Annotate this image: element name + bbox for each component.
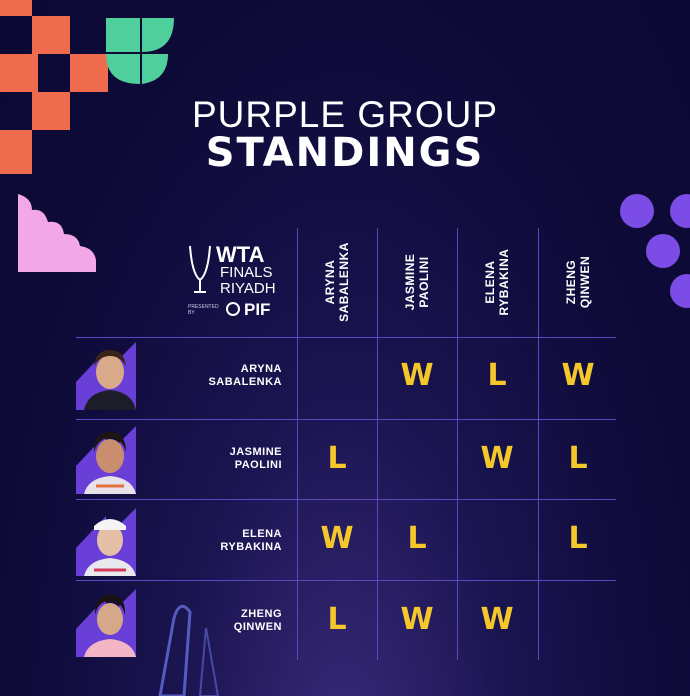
result-cell: W (561, 358, 595, 393)
logo-brand: WTA (216, 242, 265, 267)
result-cell: W (400, 358, 434, 393)
column-header-rybakina: ELENA RYBAKINA (457, 232, 537, 332)
column-header-sabalenka: ARYNA SABALENKA (297, 232, 377, 332)
pif-emblem-icon (226, 302, 240, 316)
logo-line-finals: FINALS (220, 264, 273, 281)
logo-presented: PRESENTED BY (188, 304, 219, 316)
row-label-rybakina: ELENA RYBAKINA (220, 528, 282, 553)
result-cell: L (568, 441, 588, 476)
column-header-paolini: JASMINE PAOLINI (377, 232, 457, 332)
column-header-label: ARYNA SABALENKA (323, 242, 351, 322)
result-cell: L (327, 602, 347, 637)
result-cell: L (407, 521, 427, 556)
avatar-zheng (76, 589, 136, 657)
row-label-sabalenka: ARYNA SABALENKA (208, 363, 282, 388)
column-header-label: ELENA RYBAKINA (483, 248, 511, 316)
avatar-rybakina (76, 508, 136, 576)
result-cell: L (487, 358, 507, 393)
logo-line-riyadh: RIYADH (220, 280, 276, 297)
trophy-silhouette-decoration (158, 604, 220, 696)
result-cell: W (400, 602, 434, 637)
column-header-label: ZHENG QINWEN (564, 255, 592, 309)
result-cell: L (568, 521, 588, 556)
avatar-paolini (76, 426, 136, 494)
column-header-label: JASMINE PAOLINI (403, 253, 431, 311)
title-standings: STANDINGS (205, 130, 485, 176)
result-cell: W (480, 602, 514, 637)
result-cell: W (320, 521, 354, 556)
green-leaf-decoration (106, 18, 174, 84)
row-label-paolini: JASMINE PAOLINI (229, 446, 282, 471)
wta-finals-logo: WTA FINALS RIYADH PRESENTED BY PIF (186, 242, 286, 324)
avatar-sabalenka (76, 342, 136, 410)
row-label-zheng: ZHENG QINWEN (233, 608, 282, 633)
result-cell: L (327, 441, 347, 476)
logo-sponsor: PIF (244, 300, 271, 319)
result-cell: W (480, 441, 514, 476)
pink-wave-decoration (18, 194, 96, 272)
trophy-icon (189, 245, 211, 293)
column-header-zheng: ZHENG QINWEN (538, 232, 618, 332)
title-group: PURPLE GROUP (191, 94, 498, 135)
